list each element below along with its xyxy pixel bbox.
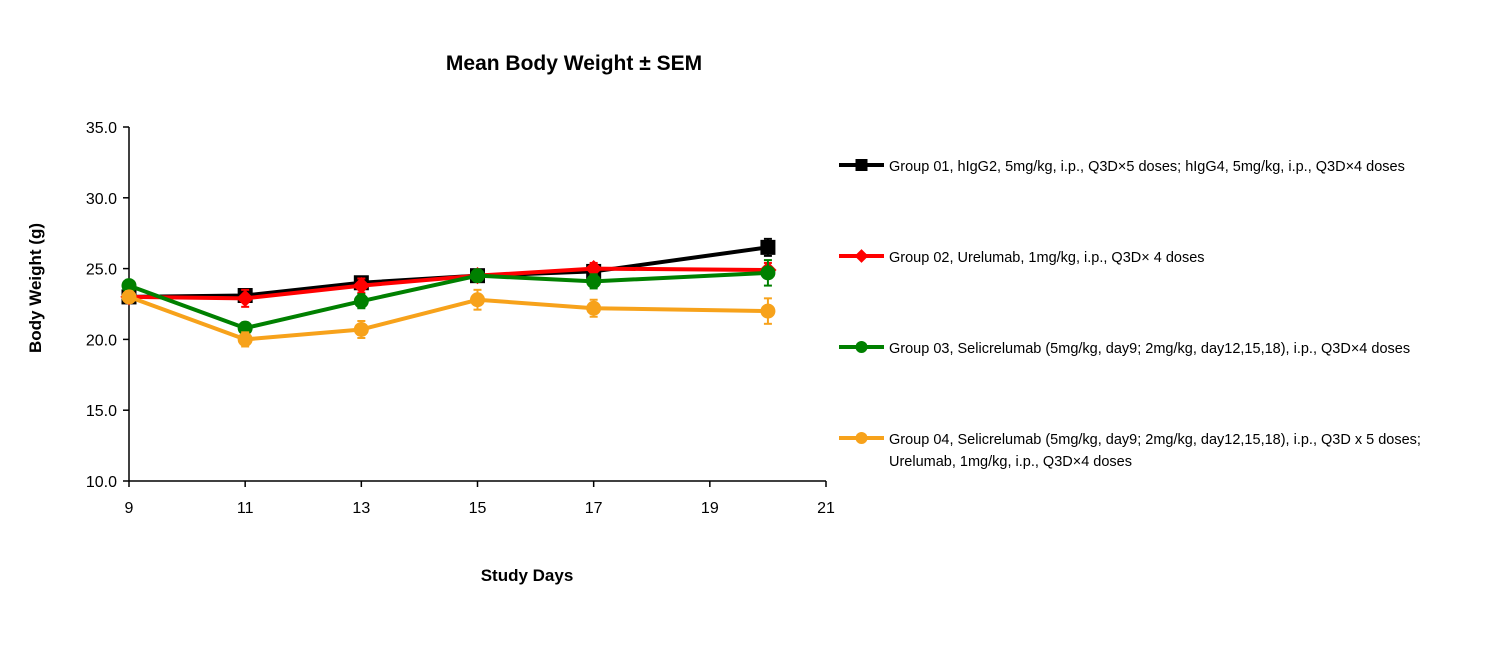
legend-entry-2: Group 02, Urelumab, 1mg/kg, i.p., Q3D× 4… [839, 249, 1205, 266]
y-tick-label: 25.0 [86, 262, 117, 279]
series-group-3 [121, 259, 776, 336]
x-axis-label: Study Days [481, 566, 574, 585]
y-tick-label: 15.0 [86, 403, 117, 420]
data-point [586, 273, 602, 289]
legend-entry-4: Group 04, Selicrelumab (5mg/kg, day9; 2m… [839, 432, 1421, 470]
series-line [128, 266, 768, 301]
data-point [352, 276, 370, 295]
series-line [128, 245, 769, 299]
legend-swatch-marker [854, 249, 869, 263]
data-point [760, 265, 776, 281]
y-tick-label: 30.0 [86, 191, 117, 208]
data-point [470, 268, 485, 284]
chart-title: Mean Body Weight ± SEM [446, 52, 702, 75]
data-point [585, 259, 603, 278]
data-point [237, 331, 253, 347]
legend-label: Group 04, Selicrelumab (5mg/kg, day9; 2m… [889, 432, 1421, 448]
x-tick-label: 17 [585, 500, 603, 517]
legend-entry-1: Group 01, hIgG2, 5mg/kg, i.p., Q3D×5 dos… [839, 159, 1405, 175]
data-point [236, 289, 254, 307]
data-point [121, 278, 137, 294]
y-axis-label: Body Weight (g) [26, 223, 45, 353]
series-group-4 [121, 288, 776, 348]
data-point [470, 292, 485, 308]
x-tick-label: 19 [701, 500, 719, 517]
axes: 9 11 13 15 17 19 21 10.0 15.0 20.0 25.0 30.0 35.0 [86, 120, 835, 517]
legend-label: Group 03, Selicrelumab (5mg/kg, day9; 2m… [889, 341, 1410, 357]
data-point [760, 239, 776, 255]
data-point [586, 300, 602, 316]
legend-label: Urelumab, 1mg/kg, i.p., Q3D×4 doses [889, 454, 1132, 470]
data-point [353, 293, 369, 309]
y-tick-label: 20.0 [86, 332, 117, 349]
data-point [760, 303, 776, 319]
legend-swatch-marker [855, 159, 868, 171]
x-tick-label: 13 [352, 500, 370, 517]
plot-area [120, 237, 777, 348]
series-group-1 [121, 237, 776, 305]
legend-swatch-marker [855, 432, 868, 444]
legend-entry-3: Group 03, Selicrelumab (5mg/kg, day9; 2m… [839, 341, 1410, 357]
x-tick-label: 11 [237, 500, 254, 517]
legend: Group 01, hIgG2, 5mg/kg, i.p., Q3D×5 dos… [839, 159, 1421, 470]
series-line [128, 270, 769, 331]
series-line [128, 295, 768, 342]
data-point [353, 321, 369, 337]
x-tick-label: 21 [817, 500, 835, 517]
legend-swatch-marker [855, 341, 868, 353]
legend-label: Group 01, hIgG2, 5mg/kg, i.p., Q3D×5 dos… [889, 159, 1405, 175]
legend-label: Group 02, Urelumab, 1mg/kg, i.p., Q3D× 4… [889, 250, 1205, 266]
x-tick-label: 15 [469, 500, 487, 517]
y-tick-label: 10.0 [86, 474, 117, 491]
x-tick-label: 9 [125, 500, 134, 517]
y-tick-label: 35.0 [86, 120, 117, 137]
data-point [121, 289, 137, 305]
